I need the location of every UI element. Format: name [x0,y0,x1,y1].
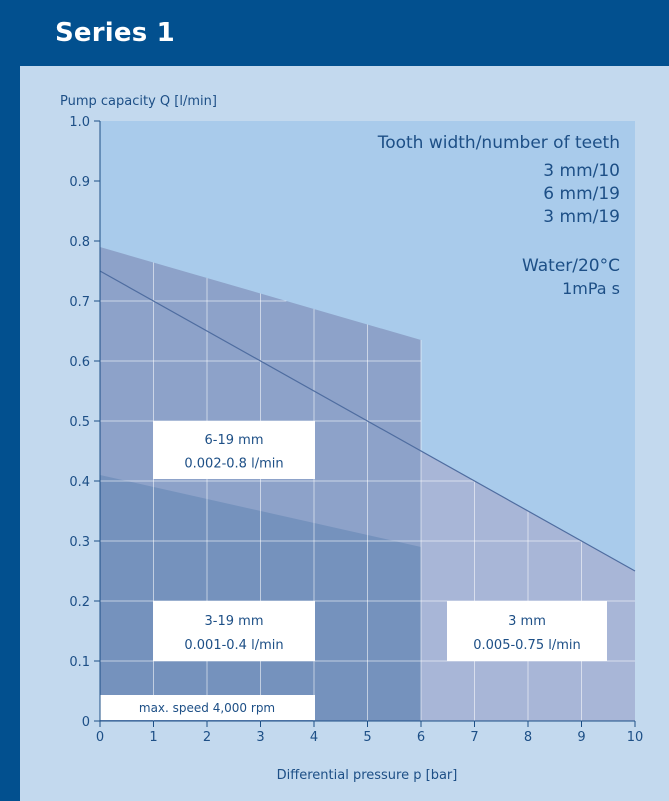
max-speed-box [100,695,315,720]
x-tick-label: 0 [96,730,104,745]
legend-entry: 3 mm/10 [543,161,620,181]
legend-title: Tooth width/number of teeth [377,133,620,153]
page-title: Series 1 [55,18,175,48]
label-6-19mm-box [153,421,315,479]
x-tick-label: 3 [256,730,264,745]
x-tick-label: 7 [470,730,478,745]
x-axis-label: Differential pressure p [bar] [277,768,458,783]
legend-viscosity: 1mPa s [562,279,620,298]
max-speed-label: max. speed 4,000 rpm [139,701,275,715]
y-tick-label: 0.6 [69,355,90,370]
y-tick-label: 0.2 [69,595,90,610]
x-tick-label: 4 [310,730,318,745]
x-tick-label: 9 [577,730,585,745]
y-tick-label: 0.7 [69,295,90,310]
x-tick-label: 8 [524,730,532,745]
legend-entry: 3 mm/19 [543,207,620,227]
chart-panel: 6-19 mm 0.002-0.8 l/min 3-19 mm 0.001-0.4 l… [20,66,669,801]
legend-medium: Water/20°C [522,256,620,276]
x-tick-label: 10 [627,730,644,745]
label-3mm-title: 3 mm [508,614,546,629]
y-tick-label: 0.1 [69,655,90,670]
y-tick-label: 0.5 [69,415,90,430]
chart-svg: 6-19 mm 0.002-0.8 l/min 3-19 mm 0.001-0.4 l… [60,94,644,783]
x-tick-label: 5 [363,730,371,745]
y-axis-label: Pump capacity Q [l/min] [60,94,217,109]
y-tick-label: 0.9 [69,175,90,190]
y-tick-label: 0.3 [69,535,90,550]
y-tick-label: 0.8 [69,235,90,250]
label-3mm-range: 0.005-0.75 l/min [473,638,581,653]
label-3-19mm-range: 0.001-0.4 l/min [184,638,283,653]
y-tick-label: 0.4 [69,475,90,490]
x-tick-label: 6 [417,730,425,745]
label-3mm-box [447,601,607,661]
x-tick-label: 1 [149,730,157,745]
legend-entry: 6 mm/19 [543,184,620,204]
label-3-19mm-title: 3-19 mm [205,614,264,629]
y-tick-label: 0 [82,715,90,730]
label-6-19mm-range: 0.002-0.8 l/min [184,456,283,471]
header-bar: Series 1 [0,0,669,66]
x-tick-label: 2 [203,730,211,745]
y-tick-label: 1.0 [69,115,90,130]
label-3-19mm-box [153,601,315,661]
label-6-19mm-title: 6-19 mm [205,433,264,448]
series-line-3mm [99,270,636,572]
